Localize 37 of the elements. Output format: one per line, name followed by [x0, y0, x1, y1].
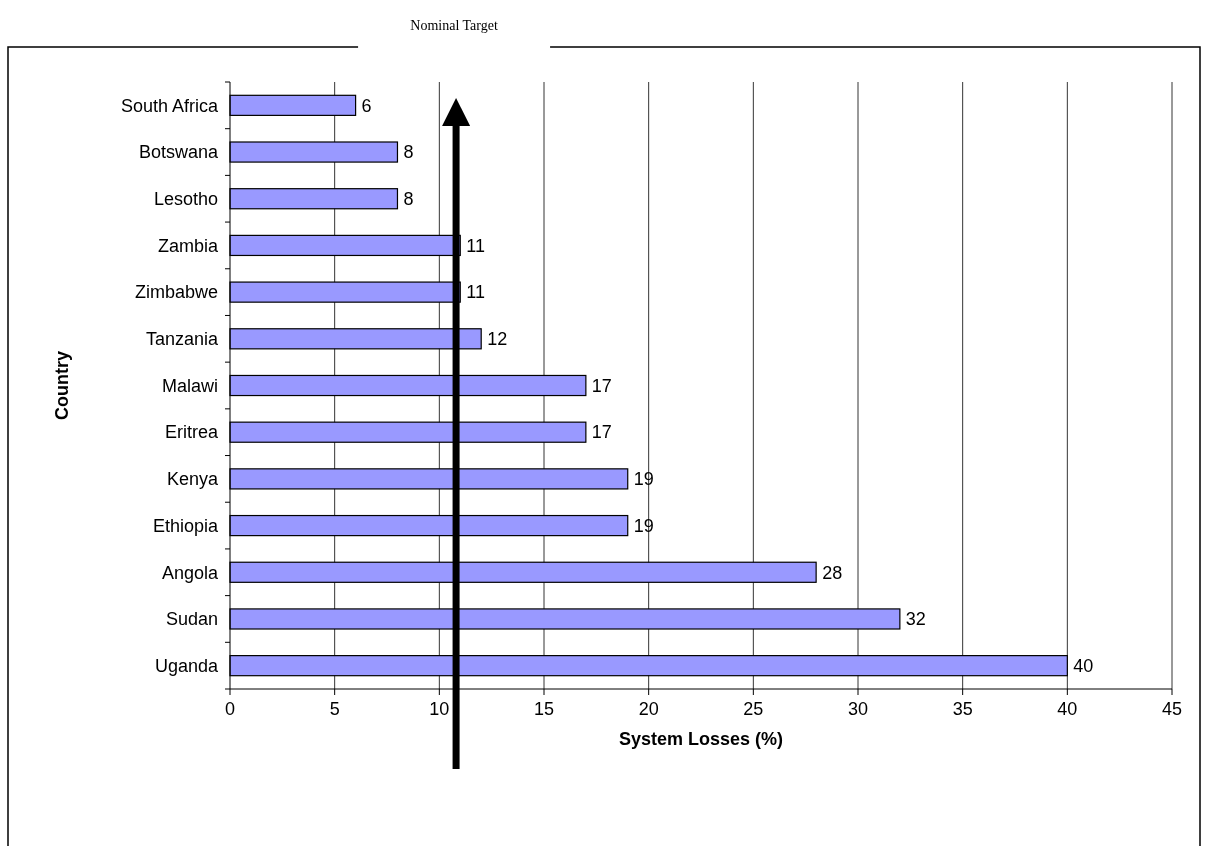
- data-label: 17: [591, 422, 612, 443]
- data-label: 32: [905, 609, 926, 630]
- y-tick-label: Sudan: [165, 609, 218, 630]
- y-tick-label: Malawi: [161, 375, 218, 396]
- ref-line-label: Nominal Target: [410, 18, 498, 33]
- x-tick-label: 25: [743, 699, 764, 720]
- x-axis-title: System Losses (%): [618, 729, 784, 749]
- data-label: 28: [822, 562, 843, 583]
- y-tick-label: Tanzania: [145, 329, 219, 350]
- x-tick-label: 0: [224, 699, 236, 720]
- y-tick-label: Kenya: [166, 469, 219, 490]
- data-label: 12: [487, 329, 508, 350]
- x-tick-label: 5: [329, 699, 340, 720]
- y-tick-label: South Africa: [120, 95, 219, 116]
- y-tick-label: Ethiopia: [152, 515, 219, 536]
- x-tick-label: 35: [952, 699, 973, 720]
- y-tick-label: Zambia: [157, 235, 219, 256]
- x-tick-label: 10: [429, 699, 450, 720]
- y-axis-title: Country: [52, 351, 72, 420]
- data-label: 11: [466, 282, 485, 303]
- data-label: 17: [591, 375, 612, 396]
- x-tick-label: 20: [638, 699, 659, 720]
- data-label: 40: [1073, 655, 1094, 676]
- data-label: 11: [466, 235, 485, 256]
- data-label: 8: [403, 189, 414, 210]
- y-tick-label: Angola: [161, 562, 219, 583]
- x-tick-label: 45: [1161, 699, 1183, 720]
- y-tick-label: Lesotho: [153, 189, 218, 210]
- data-label: 8: [403, 142, 414, 163]
- x-tick-label: 40: [1057, 699, 1078, 720]
- x-tick-label: 15: [533, 699, 555, 720]
- x-tick-label: 30: [847, 699, 869, 720]
- y-tick-label: Uganda: [154, 655, 219, 676]
- y-tick-label: Botswana: [138, 142, 219, 163]
- data-label: 6: [361, 95, 372, 116]
- y-tick-label: Zimbabwe: [134, 282, 218, 303]
- y-tick-label: Eritrea: [164, 422, 219, 443]
